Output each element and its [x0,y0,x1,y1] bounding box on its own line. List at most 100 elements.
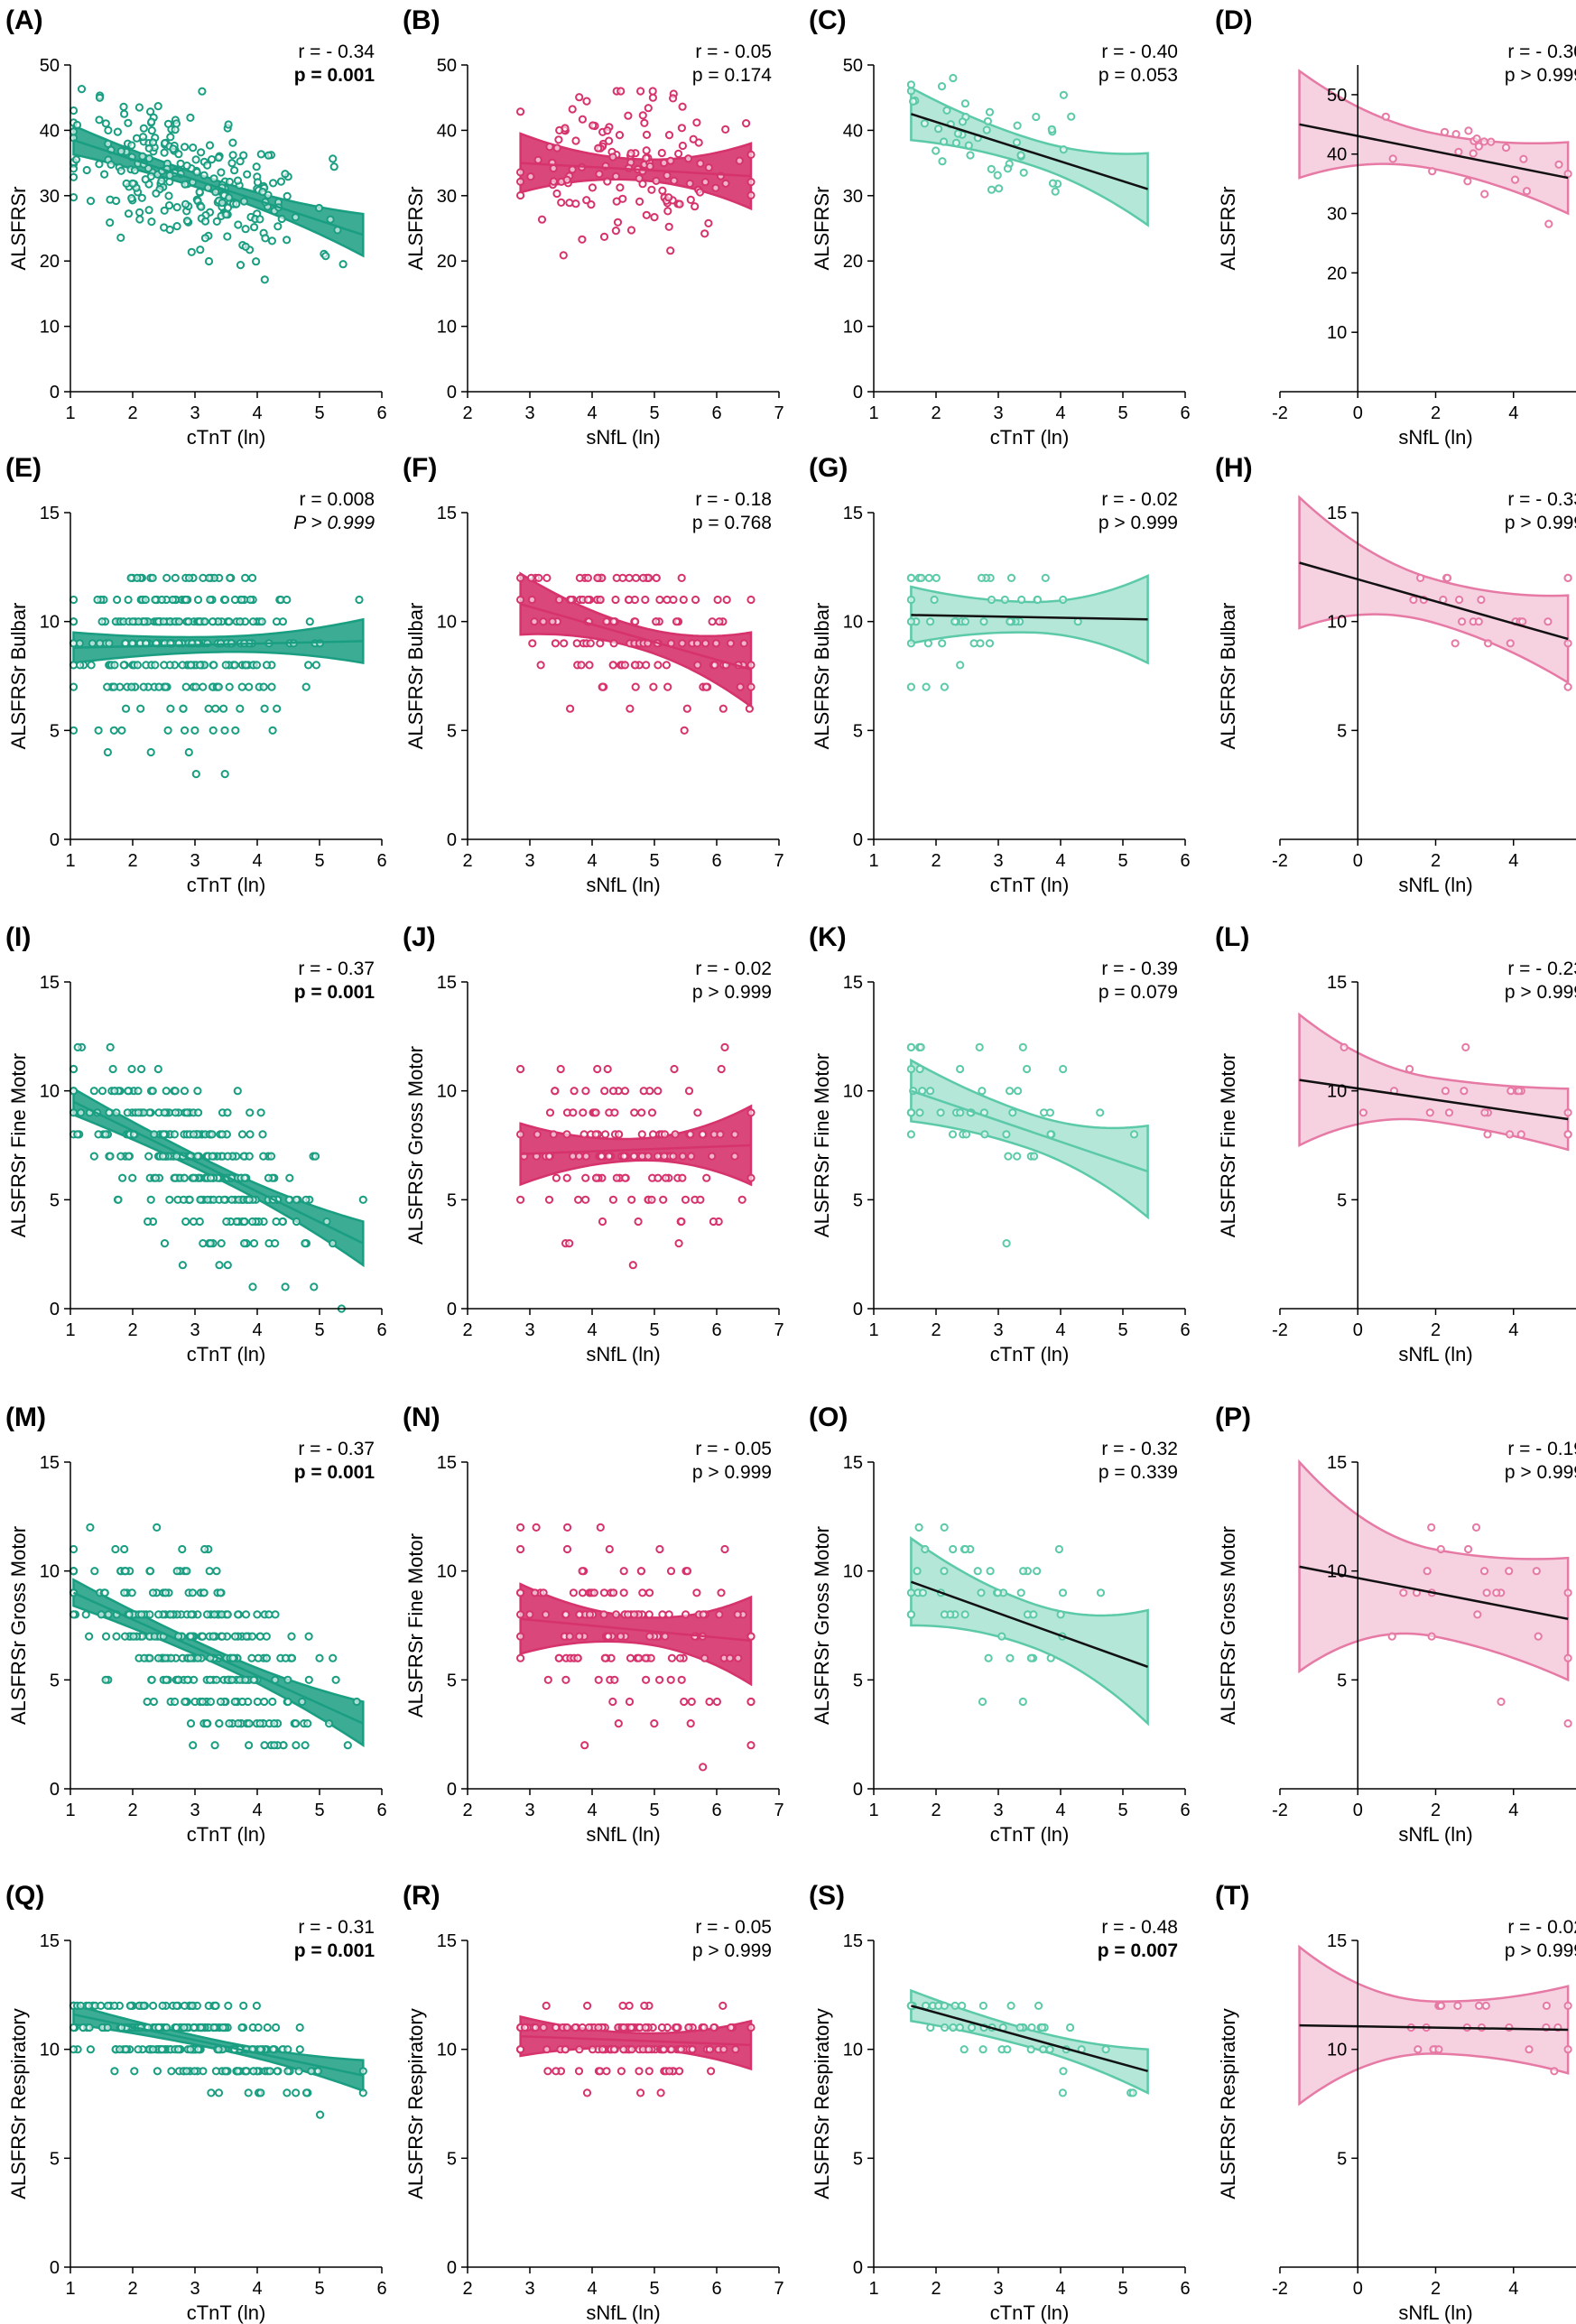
data-point [256,1108,265,1117]
data-point [255,215,264,224]
data-point [680,1697,689,1707]
data-point [96,639,105,648]
data-point [1033,1567,1042,1576]
data-point [256,2088,265,2097]
data-point [200,234,209,243]
scatter-points [516,573,756,735]
y-tick-label: 15 [843,973,863,993]
y-tick-label: 10 [843,318,863,338]
data-point [181,1217,190,1227]
data-point [138,152,147,161]
data-point [1451,639,1460,648]
data-point [113,127,122,136]
data-point [1473,1610,1482,1619]
data-point [225,193,234,202]
panel-label: (L) [1215,922,1249,952]
data-point [575,1610,584,1619]
data-point [733,1610,742,1619]
data-point [906,1130,916,1139]
p-value: p = 0.001 [294,982,375,1003]
x-tick-label: 3 [190,403,199,423]
y-tick-label: 50 [437,56,457,76]
data-point [200,217,210,226]
data-point [101,119,110,128]
data-point [641,1653,650,1662]
data-point [700,229,709,238]
data-point [700,178,710,187]
data-point [993,171,1002,180]
data-point [652,617,661,626]
data-point [128,179,137,188]
data-point [127,1588,136,1597]
data-point [76,2001,86,2010]
scatter-points [1409,573,1572,691]
data-point [677,1217,686,1227]
data-point [664,131,674,140]
x-axis-label: cTnT (ln) [990,874,1070,896]
data-point [233,1087,242,1096]
data-point [516,573,525,583]
data-point [181,726,190,735]
x-tick-label: 4 [252,1801,262,1820]
data-point [146,1195,155,1204]
data-point [89,1087,98,1096]
data-point [1045,1108,1055,1117]
y-tick-label: 10 [1327,2041,1347,2060]
data-point [307,2067,316,2076]
regression-line [1299,1079,1569,1121]
data-point [191,682,200,691]
y-tick-label: 15 [1327,1931,1347,1951]
data-point [636,1567,646,1576]
y-tick-label: 15 [40,504,60,523]
data-point [329,154,338,163]
y-tick-label: 5 [853,1671,863,1690]
data-point [950,617,960,626]
data-point [640,2001,649,2010]
data-point [608,1697,617,1707]
y-tick-label: 10 [843,2041,863,2060]
scatter-points [906,1523,1106,1707]
data-point [231,726,240,735]
data-point [640,118,649,127]
data-point [1554,160,1563,169]
data-point [104,125,113,134]
data-point [95,93,105,102]
data-point [593,573,602,583]
data-point [1423,1567,1432,1576]
y-tick-label: 30 [437,187,457,207]
data-point [81,1610,90,1619]
data-point [248,573,257,583]
data-point [675,1653,685,1662]
data-point [641,595,650,605]
data-point [103,2001,113,2010]
data-point [90,1567,99,1576]
x-axis-label: cTnT (ln) [990,1823,1070,1846]
data-point [165,1195,174,1204]
y-tick-label: 30 [1327,205,1347,225]
confidence-band [910,1058,1149,1220]
data-point [932,146,941,155]
data-point [1054,1544,1064,1554]
data-point [125,1152,134,1161]
data-point [609,2045,618,2054]
data-point [193,595,203,605]
data-point [161,682,170,691]
data-point [924,573,933,583]
data-point [531,1588,540,1597]
data-point [566,704,575,713]
panel-label: (B) [403,5,440,35]
data-point [154,1610,163,1619]
data-point [163,726,172,735]
data-point [234,1610,243,1619]
data-point [287,1632,296,1641]
data-point [276,177,285,186]
data-point [209,1610,219,1619]
data-point [218,1130,227,1139]
data-point [1519,154,1528,163]
data-point [186,1632,195,1641]
data-point [589,121,598,130]
data-point [222,1217,231,1227]
data-point [260,704,269,713]
data-point [224,120,233,129]
